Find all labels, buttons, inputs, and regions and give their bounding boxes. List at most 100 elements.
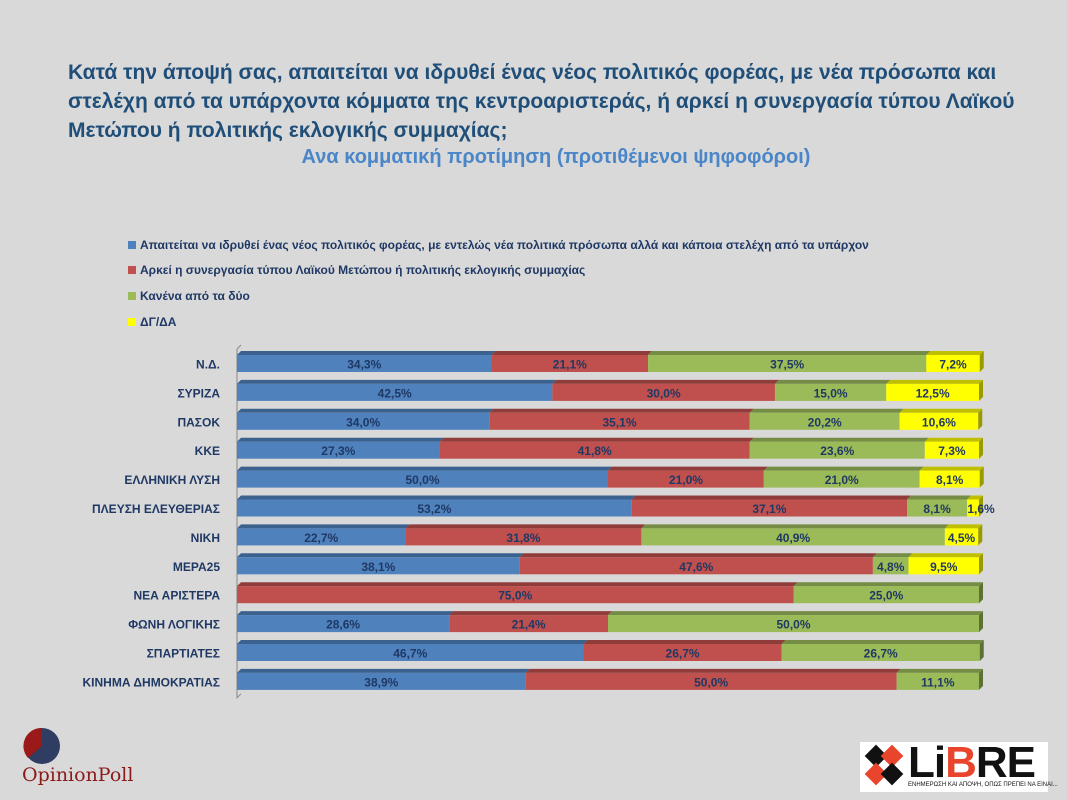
data-label: 21,0% — [669, 473, 703, 487]
data-label: 8,1% — [923, 502, 951, 516]
data-label: 23,6% — [820, 444, 854, 458]
bar-top — [872, 553, 913, 558]
chart-subtitle: Ανα κομματική προτίμηση (προτιθέμενοι ψη… — [301, 146, 811, 168]
data-label: 28,6% — [326, 618, 360, 632]
bar-top — [237, 408, 494, 413]
bar-top — [237, 668, 530, 673]
bar-top — [926, 351, 984, 355]
legend-swatch — [128, 240, 136, 249]
data-label: 26,7% — [864, 647, 898, 661]
bar-side — [978, 524, 983, 546]
bar-segment — [237, 528, 406, 546]
data-label: 38,1% — [361, 560, 395, 574]
bar-top — [907, 495, 972, 500]
bar-segment — [449, 615, 608, 633]
bar-top — [944, 524, 983, 529]
bar-top — [919, 466, 984, 471]
opinionpoll-logo-text: OpinionPoll — [22, 764, 134, 786]
bar-segment — [924, 441, 979, 459]
bar-top — [449, 611, 612, 616]
axis-line — [236, 344, 242, 700]
bar-segment — [237, 644, 584, 661]
data-label: 12,5% — [916, 386, 950, 400]
category-label: ΚΙΝΗΜΑ ΔΗΜΟΚΡΑΤΙΑΣ — [83, 675, 220, 689]
bar-top — [749, 408, 904, 413]
legend-item: Απαιτείται να ιδρυθεί ένας νέος πολιτικό… — [128, 232, 869, 258]
bar-side — [979, 640, 984, 661]
bar-segment — [907, 499, 968, 517]
bar-top — [793, 582, 983, 587]
bar-segment — [237, 412, 490, 430]
data-label: 15,0% — [814, 386, 848, 400]
bar-top — [899, 408, 983, 413]
bar-segment — [237, 441, 440, 459]
bar-top — [763, 466, 924, 471]
category-label: ΜΕΡΑ25 — [173, 560, 220, 574]
bar-segment — [763, 470, 920, 488]
bar-segment — [749, 441, 925, 459]
bar-segment — [749, 412, 900, 430]
data-label: 7,2% — [939, 358, 967, 372]
libre-tagline: ΕΝΗΜΕΡΩΣΗ ΚΑΙ ΑΠΟΨΗ, ΟΠΩΣ ΠΡΕΠΕΙ ΝΑ ΕΙΝΑ… — [908, 782, 1058, 788]
bar-top — [439, 437, 754, 442]
data-label: 8,1% — [936, 473, 964, 487]
bar-segment — [967, 499, 979, 517]
bar-top — [648, 351, 931, 355]
bar-top — [908, 553, 983, 558]
bar-segment — [237, 499, 632, 517]
bar-segment — [648, 355, 927, 372]
bar-segment — [583, 644, 782, 661]
bar-top — [519, 553, 877, 558]
bar-side — [979, 379, 983, 401]
bar-segment — [237, 355, 492, 372]
bar-top — [237, 553, 524, 558]
bar-segment — [237, 672, 526, 690]
category-label: ΕΛΛΗΝΙΚΗ ΛΥΣΗ — [124, 473, 220, 487]
bar-top — [967, 495, 983, 500]
data-label: 7,3% — [938, 444, 966, 458]
bar-segment — [641, 528, 945, 546]
bar-top — [896, 668, 983, 673]
data-label: 31,8% — [506, 531, 540, 545]
data-label: 53,2% — [417, 502, 451, 516]
data-label: 37,1% — [752, 502, 786, 516]
bar-top — [489, 408, 754, 413]
data-label: 21,0% — [825, 473, 859, 487]
bar-segment — [489, 412, 750, 430]
bar-top — [237, 495, 636, 500]
data-label: 21,1% — [553, 358, 587, 372]
data-label: 50,0% — [405, 473, 439, 487]
bar-side — [979, 553, 983, 575]
bar-top — [405, 524, 646, 529]
data-label: 1,6% — [967, 502, 995, 516]
bar-side — [979, 466, 984, 488]
category-label: ΝΕΑ ΑΡΙΣΤΕΡΑ — [133, 589, 220, 603]
bar-segment — [872, 557, 909, 575]
bar-top — [237, 611, 454, 616]
data-label: 35,1% — [602, 415, 636, 429]
category-label: ΠΛΕΥΣΗ ΕΛΕΥΘΕΡΙΑΣ — [92, 502, 220, 516]
bar-top — [583, 640, 786, 644]
category-label: ΣΥΡΙΖΑ — [177, 386, 220, 400]
legend-swatch — [128, 266, 136, 275]
data-label: 46,7% — [393, 647, 427, 661]
bar-segment — [237, 383, 553, 401]
bar-segment — [608, 470, 764, 488]
legend-label: Κανένα από τα δύο — [140, 288, 250, 303]
bar-segment — [899, 412, 979, 430]
data-label: 50,0% — [694, 675, 728, 689]
category-label: ΚΚΕ — [195, 444, 220, 458]
bar-top — [525, 668, 901, 673]
bar-segment — [926, 355, 980, 372]
bar-top — [552, 379, 779, 384]
bar-top — [491, 351, 653, 355]
chart-title: Κατά την άποψή σας, απαιτείται να ιδρυθε… — [68, 61, 1015, 142]
category-label: ΠΑΣΟΚ — [177, 415, 220, 429]
bar-segment — [525, 672, 897, 690]
bar-segment — [491, 355, 649, 372]
bar-top — [641, 524, 949, 529]
bar-segment — [793, 586, 979, 604]
legend: Απαιτείται να ιδρυθεί ένας νέος πολιτικό… — [128, 232, 869, 334]
libre-logo: LiBRE ΕΝΗΜΕΡΩΣΗ ΚΑΙ ΑΠΟΨΗ, ΟΠΩΣ ΠΡΕΠΕΙ Ν… — [860, 738, 1058, 792]
